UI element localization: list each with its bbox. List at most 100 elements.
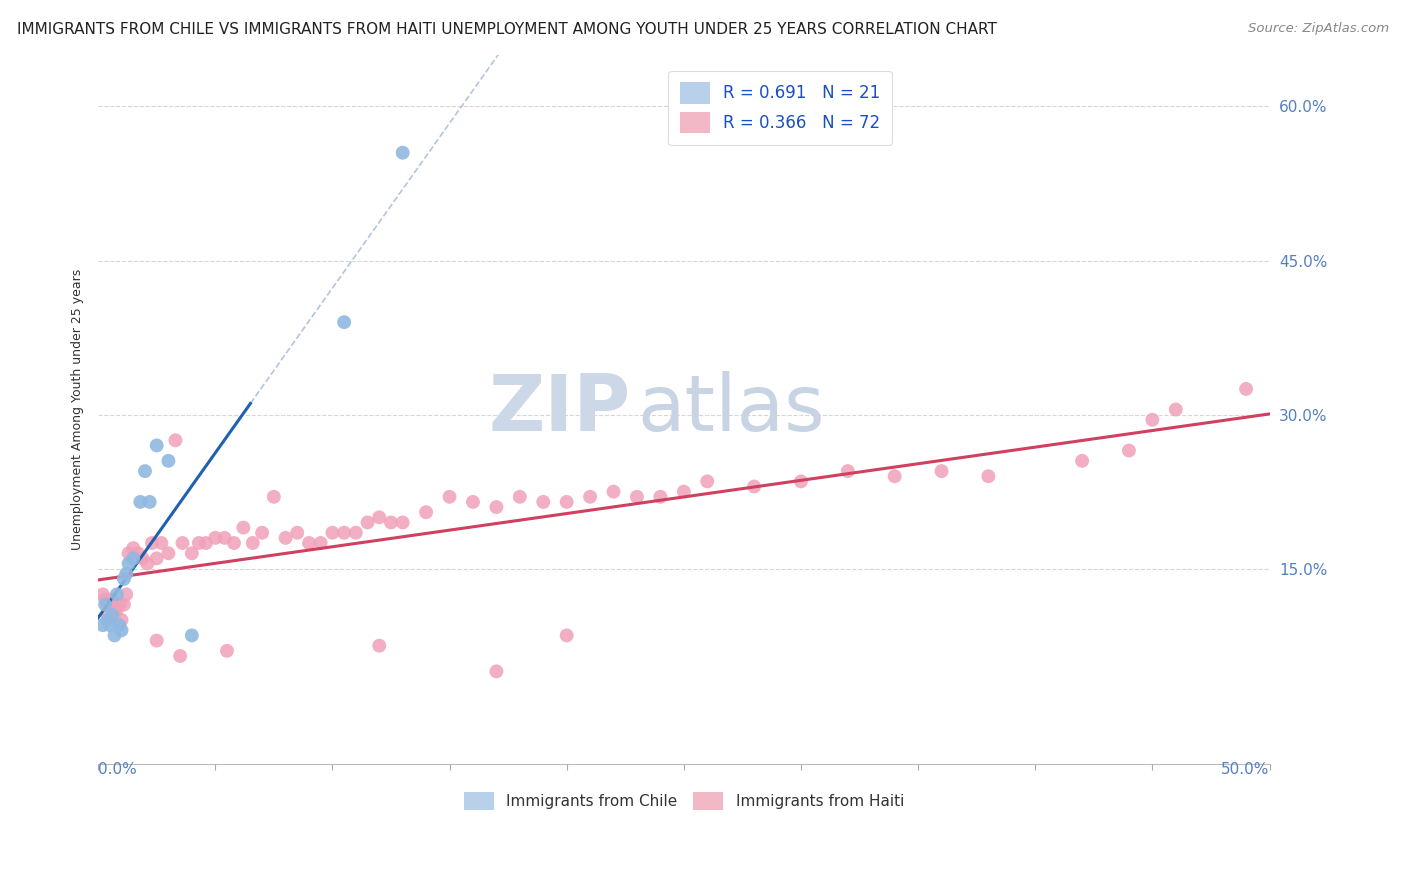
Text: 50.0%: 50.0% bbox=[1222, 762, 1270, 777]
Point bbox=[91, 587, 114, 601]
Point bbox=[108, 598, 131, 612]
Point bbox=[122, 551, 145, 566]
Point bbox=[157, 546, 180, 560]
Point bbox=[98, 598, 121, 612]
Point bbox=[127, 546, 149, 560]
Point bbox=[344, 525, 367, 540]
Point bbox=[115, 587, 138, 601]
Text: Source: ZipAtlas.com: Source: ZipAtlas.com bbox=[1249, 22, 1389, 36]
Point bbox=[105, 587, 128, 601]
Point bbox=[112, 572, 135, 586]
Point bbox=[626, 490, 648, 504]
Point bbox=[321, 525, 343, 540]
Point bbox=[298, 536, 321, 550]
Point bbox=[274, 531, 297, 545]
Point bbox=[263, 490, 285, 504]
Point bbox=[138, 495, 160, 509]
Point bbox=[96, 607, 118, 622]
Point bbox=[115, 566, 138, 581]
Text: atlas: atlas bbox=[637, 371, 824, 448]
Point bbox=[461, 495, 484, 509]
Legend: Immigrants from Chile, Immigrants from Haiti: Immigrants from Chile, Immigrants from H… bbox=[457, 786, 910, 816]
Point bbox=[169, 648, 191, 663]
Point bbox=[696, 475, 718, 489]
Y-axis label: Unemployment Among Youth under 25 years: Unemployment Among Youth under 25 years bbox=[72, 268, 84, 550]
Text: ZIP: ZIP bbox=[489, 371, 631, 448]
Text: IMMIGRANTS FROM CHILE VS IMMIGRANTS FROM HAITI UNEMPLOYMENT AMONG YOUTH UNDER 25: IMMIGRANTS FROM CHILE VS IMMIGRANTS FROM… bbox=[17, 22, 997, 37]
Point bbox=[232, 520, 254, 534]
Point bbox=[145, 551, 167, 566]
Point bbox=[150, 536, 173, 550]
Point bbox=[242, 536, 264, 550]
Point bbox=[250, 525, 273, 540]
Point bbox=[485, 665, 508, 679]
Point bbox=[141, 536, 163, 550]
Point bbox=[1234, 382, 1257, 396]
Point bbox=[285, 525, 308, 540]
Point bbox=[91, 618, 114, 632]
Point bbox=[98, 618, 121, 632]
Point bbox=[309, 536, 332, 550]
Point bbox=[103, 628, 125, 642]
Point bbox=[415, 505, 437, 519]
Point bbox=[214, 531, 236, 545]
Point bbox=[108, 618, 131, 632]
Point bbox=[145, 438, 167, 452]
Point bbox=[112, 598, 135, 612]
Point bbox=[790, 475, 813, 489]
Point bbox=[579, 490, 602, 504]
Point bbox=[1118, 443, 1140, 458]
Point bbox=[145, 633, 167, 648]
Point bbox=[742, 479, 765, 493]
Point bbox=[602, 484, 624, 499]
Point bbox=[194, 536, 217, 550]
Point bbox=[122, 541, 145, 555]
Point bbox=[103, 607, 125, 622]
Point bbox=[368, 510, 391, 524]
Point bbox=[204, 531, 226, 545]
Point bbox=[96, 613, 118, 627]
Point bbox=[555, 628, 578, 642]
Point bbox=[101, 592, 124, 607]
Point bbox=[222, 536, 245, 550]
Point bbox=[180, 628, 202, 642]
Point bbox=[94, 598, 117, 612]
Point bbox=[180, 546, 202, 560]
Point bbox=[485, 500, 508, 514]
Point bbox=[439, 490, 461, 504]
Point bbox=[531, 495, 554, 509]
Point bbox=[391, 145, 413, 160]
Point bbox=[1164, 402, 1187, 417]
Point bbox=[356, 516, 378, 530]
Point bbox=[672, 484, 695, 499]
Point bbox=[110, 613, 132, 627]
Point bbox=[1142, 413, 1164, 427]
Point bbox=[105, 603, 128, 617]
Point bbox=[380, 516, 402, 530]
Point bbox=[977, 469, 1000, 483]
Point bbox=[117, 557, 139, 571]
Point bbox=[368, 639, 391, 653]
Point bbox=[136, 557, 159, 571]
Point bbox=[187, 536, 209, 550]
Point bbox=[650, 490, 672, 504]
Point bbox=[172, 536, 194, 550]
Point bbox=[157, 454, 180, 468]
Point bbox=[134, 464, 156, 478]
Point bbox=[333, 525, 356, 540]
Point bbox=[509, 490, 531, 504]
Point bbox=[931, 464, 953, 478]
Point bbox=[110, 624, 132, 638]
Point bbox=[101, 607, 124, 622]
Point bbox=[129, 495, 152, 509]
Point bbox=[391, 516, 413, 530]
Point bbox=[883, 469, 905, 483]
Text: 0.0%: 0.0% bbox=[98, 762, 136, 777]
Point bbox=[131, 551, 153, 566]
Point bbox=[333, 315, 356, 329]
Point bbox=[215, 644, 238, 658]
Point bbox=[117, 546, 139, 560]
Point bbox=[1071, 454, 1094, 468]
Point bbox=[837, 464, 859, 478]
Point bbox=[555, 495, 578, 509]
